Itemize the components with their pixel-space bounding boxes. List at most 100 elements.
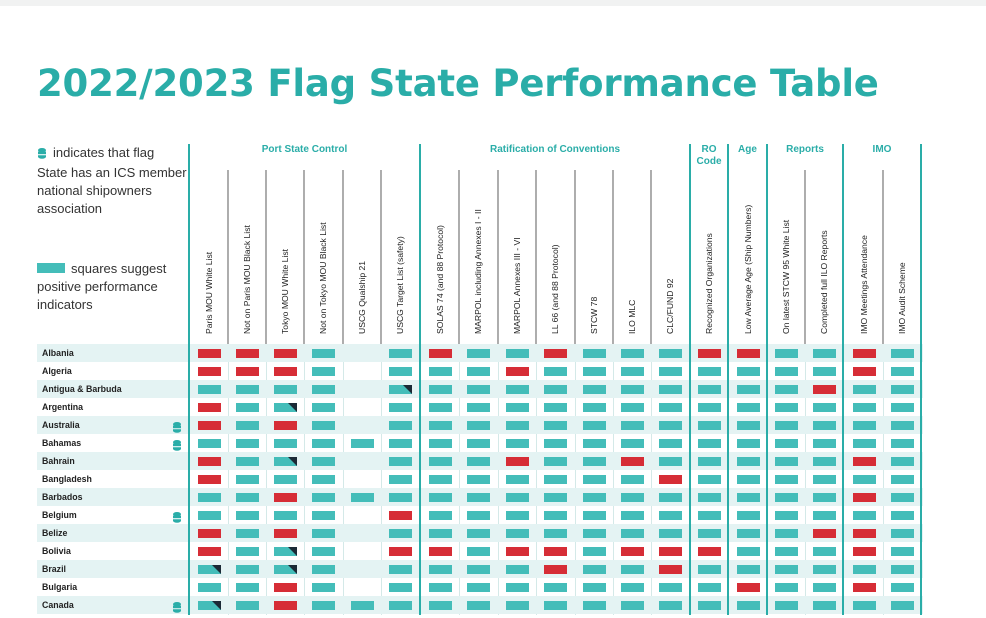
- country-name: Algeria: [42, 366, 72, 376]
- table-row: Bolivia: [37, 542, 923, 560]
- positive-indicator: [852, 403, 876, 412]
- negative-indicator: [197, 349, 221, 358]
- positive-indicator: [543, 583, 567, 592]
- positive-indicator: [582, 601, 606, 610]
- positive-indicator: [428, 529, 452, 538]
- group-divider: [188, 344, 190, 615]
- negative-indicator: [812, 385, 836, 394]
- column-divider: [575, 344, 576, 615]
- positive-indicator: [582, 583, 606, 592]
- positive-indicator: [852, 421, 876, 430]
- negative-indicator: [235, 349, 259, 358]
- ics-member-icon: [172, 438, 182, 451]
- group-label: Age: [738, 144, 757, 155]
- positive-indicator: [273, 439, 297, 448]
- positive-indicator: [774, 601, 798, 610]
- positive-indicator: [235, 583, 259, 592]
- negative-indicator: [505, 367, 529, 376]
- column-label: SOLAS 74 (and 88 Protocol): [435, 225, 445, 334]
- positive-indicator: [736, 547, 760, 556]
- negative-indicator: [852, 583, 876, 592]
- positive-indicator: [388, 367, 412, 376]
- positive-indicator: [658, 529, 682, 538]
- column-divider: [536, 344, 537, 615]
- positive-indicator: [388, 457, 412, 466]
- country-name: Bulgaria: [42, 582, 78, 592]
- positive-indicator: [658, 349, 682, 358]
- positive-indicator: [197, 439, 221, 448]
- positive-indicator: [620, 493, 644, 502]
- positive-indicator: [812, 349, 836, 358]
- negative-indicator: [197, 547, 221, 556]
- page-title: 2022/2023 Flag State Performance Table: [37, 62, 879, 105]
- group-label: Reports: [786, 144, 824, 155]
- positive-indicator: [774, 493, 798, 502]
- positive-indicator: [466, 565, 490, 574]
- positive-indicator: [658, 601, 682, 610]
- positive-indicator: [388, 565, 412, 574]
- positive-indicator: [505, 583, 529, 592]
- column-label: USCG Target List (safety): [395, 236, 405, 334]
- positive-indicator: [582, 547, 606, 556]
- positive-indicator: [890, 601, 914, 610]
- positive-indicator: [505, 403, 529, 412]
- positive-indicator: [620, 385, 644, 394]
- positive-indicator: [505, 565, 529, 574]
- negative-indicator: [812, 529, 836, 538]
- negative-indicator: [658, 475, 682, 484]
- positive-indicator: [620, 511, 644, 520]
- positive-indicator: [582, 457, 606, 466]
- positive-indicator: [620, 475, 644, 484]
- positive-indicator: [697, 565, 721, 574]
- partial-indicator: [273, 457, 297, 466]
- positive-indicator: [311, 457, 335, 466]
- positive-indicator: [774, 421, 798, 430]
- positive-indicator: [697, 583, 721, 592]
- positive-indicator: [890, 583, 914, 592]
- negative-indicator: [273, 583, 297, 592]
- group-label: IMO: [873, 144, 892, 155]
- positive-indicator: [736, 475, 760, 484]
- column-divider: [459, 344, 460, 615]
- ics-member-icon: [172, 510, 182, 523]
- positive-indicator: [697, 403, 721, 412]
- positive-indicator: [774, 529, 798, 538]
- negative-indicator: [235, 367, 259, 376]
- positive-indicator: [466, 583, 490, 592]
- positive-indicator: [466, 457, 490, 466]
- positive-indicator: [812, 475, 836, 484]
- positive-indicator: [466, 511, 490, 520]
- positive-indicator: [697, 475, 721, 484]
- positive-indicator: [235, 403, 259, 412]
- country-name: Antigua & Barbuda: [42, 384, 122, 394]
- positive-indicator: [235, 547, 259, 556]
- positive-indicator: [311, 529, 335, 538]
- positive-indicator: [505, 439, 529, 448]
- positive-indicator: [543, 421, 567, 430]
- positive-indicator: [620, 601, 644, 610]
- country-name: Bahamas: [42, 438, 82, 448]
- group-divider: [842, 344, 844, 615]
- column-label: Paris MOU White List: [204, 251, 214, 334]
- positive-indicator: [890, 439, 914, 448]
- positive-indicator: [582, 511, 606, 520]
- table-row: Belize: [37, 524, 923, 542]
- positive-indicator: [658, 511, 682, 520]
- positive-indicator: [582, 367, 606, 376]
- positive-indicator: [812, 511, 836, 520]
- positive-indicator: [812, 367, 836, 376]
- positive-indicator: [543, 403, 567, 412]
- positive-indicator: [697, 421, 721, 430]
- positive-indicator: [890, 475, 914, 484]
- positive-indicator: [428, 403, 452, 412]
- negative-indicator: [428, 547, 452, 556]
- positive-indicator: [428, 367, 452, 376]
- positive-indicator: [774, 403, 798, 412]
- positive-indicator: [658, 421, 682, 430]
- negative-indicator: [658, 547, 682, 556]
- positive-indicator: [736, 367, 760, 376]
- positive-indicator: [311, 367, 335, 376]
- positive-indicator: [466, 439, 490, 448]
- positive-indicator: [388, 439, 412, 448]
- positive-indicator: [890, 529, 914, 538]
